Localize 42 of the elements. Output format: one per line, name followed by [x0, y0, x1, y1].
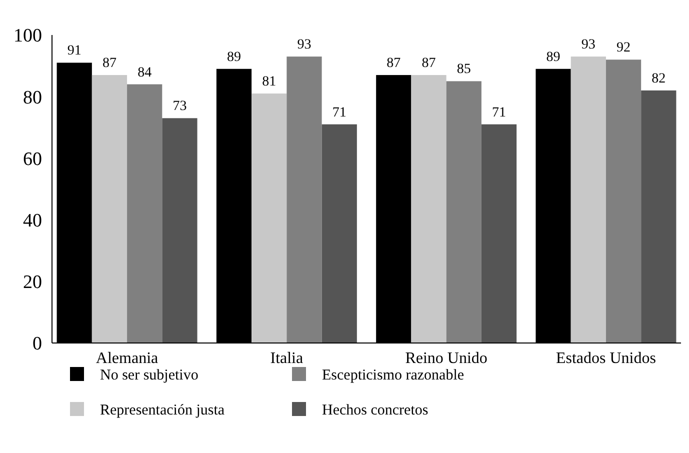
- y-tick-label: 40: [23, 210, 42, 232]
- x-tick-label: Alemania: [96, 350, 158, 367]
- data-label: 82: [652, 71, 666, 86]
- y-tick-label: 20: [23, 272, 42, 294]
- x-tick-label: Italia: [270, 350, 304, 367]
- data-label: 71: [332, 105, 346, 120]
- x-tick-label: Estados Unidos: [556, 350, 656, 367]
- data-label: 81: [262, 74, 276, 90]
- data-label: 89: [546, 50, 560, 65]
- y-tick-label: 60: [23, 148, 42, 170]
- bar: [606, 60, 642, 343]
- y-tick-label: 80: [23, 87, 42, 108]
- data-label: 91: [67, 44, 82, 59]
- data-label: 87: [422, 56, 436, 72]
- data-label: 71: [492, 105, 506, 120]
- y-tick-label: 0: [32, 334, 42, 355]
- bar: [252, 94, 287, 343]
- bar: [411, 75, 446, 343]
- data-label: 84: [138, 65, 152, 80]
- data-label: 73: [172, 99, 187, 114]
- x-tick-label: Reino Unido: [405, 350, 488, 367]
- bar: [162, 118, 198, 343]
- legend-label: No ser subjetivo: [100, 367, 198, 384]
- bar: [92, 75, 128, 343]
- bar: [446, 81, 482, 343]
- bar: [641, 90, 676, 343]
- data-label: 85: [456, 62, 471, 78]
- data-label: 89: [226, 50, 241, 65]
- legend-label: Hechos concretos: [322, 402, 428, 418]
- bar: [570, 56, 606, 343]
- y-tick-label: 100: [14, 26, 42, 47]
- data-label: 92: [616, 40, 631, 56]
- data-label: 93: [581, 38, 596, 53]
- legend-label: Escepticismo razonable: [322, 367, 464, 384]
- bar: [481, 124, 517, 343]
- bar: [127, 84, 162, 343]
- data-label: 87: [102, 56, 116, 72]
- legend-label: Representación justa: [100, 402, 225, 418]
- bar: [286, 56, 322, 343]
- data-label: 93: [297, 38, 312, 53]
- data-label: 87: [386, 56, 401, 72]
- bar: [322, 124, 357, 343]
